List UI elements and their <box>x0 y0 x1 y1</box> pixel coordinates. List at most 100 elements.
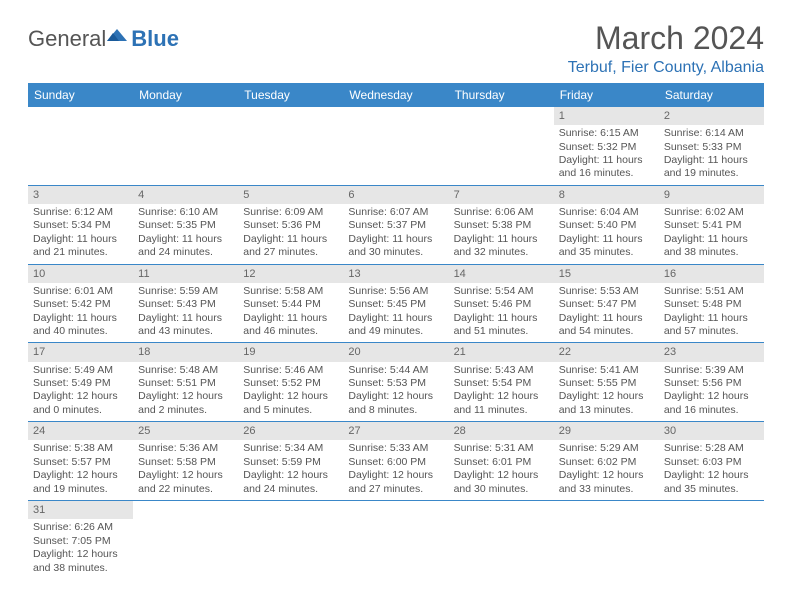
day-content: Sunrise: 5:44 AMSunset: 5:53 PMDaylight:… <box>343 362 448 422</box>
day-cell: 23Sunrise: 5:39 AMSunset: 5:56 PMDayligh… <box>659 343 764 421</box>
week-row: 17Sunrise: 5:49 AMSunset: 5:49 PMDayligh… <box>28 343 764 422</box>
day-cell: 13Sunrise: 5:56 AMSunset: 5:45 PMDayligh… <box>343 265 448 343</box>
day-content: Sunrise: 5:43 AMSunset: 5:54 PMDaylight:… <box>449 362 554 422</box>
sunset-line: Sunset: 5:47 PM <box>559 298 654 311</box>
day-number: 5 <box>238 186 343 204</box>
sunset-line: Sunset: 5:51 PM <box>138 377 233 390</box>
logo: General Blue <box>28 26 179 52</box>
sunrise-line: Sunrise: 5:56 AM <box>348 285 443 298</box>
day-content: Sunrise: 5:31 AMSunset: 6:01 PMDaylight:… <box>449 440 554 500</box>
week-row: 3Sunrise: 6:12 AMSunset: 5:34 PMDaylight… <box>28 186 764 265</box>
day-cell: 22 Sunrise: 5:41 AMSunset: 5:55 PMDayligh… <box>554 343 659 421</box>
sunrise-line: Sunrise: 6:07 AM <box>348 206 443 219</box>
sunrise-line: Sunrise: 6:26 AM <box>33 521 128 534</box>
day-number: 6 <box>343 186 448 204</box>
daylight-line: Daylight: 11 hours and 49 minutes. <box>348 312 443 339</box>
day-content: Sunrise: 6:04 AMSunset: 5:40 PMDaylight:… <box>554 204 659 264</box>
day-number: 20 <box>343 343 448 361</box>
day-cell: 16Sunrise: 5:51 AMSunset: 5:48 PMDayligh… <box>659 265 764 343</box>
sunrise-line: Sunrise: 5:41 AM <box>559 364 654 377</box>
sunrise-line: Sunrise: 5:38 AM <box>33 442 128 455</box>
sunset-line: Sunset: 5:55 PM <box>559 377 654 390</box>
day-number: 25 <box>133 422 238 440</box>
sunrise-line: Sunrise: 5:51 AM <box>664 285 759 298</box>
day-content: Sunrise: 6:06 AMSunset: 5:38 PMDaylight:… <box>449 204 554 264</box>
day-content: Sunrise: 5:49 AMSunset: 5:49 PMDaylight:… <box>28 362 133 422</box>
day-cell: 3Sunrise: 6:12 AMSunset: 5:34 PMDaylight… <box>28 186 133 264</box>
empty-cell <box>659 501 764 579</box>
sunrise-line: Sunrise: 5:49 AM <box>33 364 128 377</box>
day-cell: 14Sunrise: 5:54 AMSunset: 5:46 PMDayligh… <box>449 265 554 343</box>
sunrise-line: Sunrise: 5:48 AM <box>138 364 233 377</box>
sunrise-line: Sunrise: 6:02 AM <box>664 206 759 219</box>
sunset-line: Sunset: 5:49 PM <box>33 377 128 390</box>
sunrise-line: Sunrise: 5:31 AM <box>454 442 549 455</box>
day-number: 18 <box>133 343 238 361</box>
daylight-line: Daylight: 11 hours and 24 minutes. <box>138 233 233 260</box>
daylight-line: Daylight: 11 hours and 40 minutes. <box>33 312 128 339</box>
day-cell: 17Sunrise: 5:49 AMSunset: 5:49 PMDayligh… <box>28 343 133 421</box>
sunset-line: Sunset: 5:33 PM <box>664 141 759 154</box>
daylight-line: Daylight: 12 hours and 5 minutes. <box>243 390 338 417</box>
day-cell: 28Sunrise: 5:31 AMSunset: 6:01 PMDayligh… <box>449 422 554 500</box>
sunrise-line: Sunrise: 5:59 AM <box>138 285 233 298</box>
daylight-line: Daylight: 12 hours and 22 minutes. <box>138 469 233 496</box>
dow-cell: Thursday <box>449 83 554 107</box>
sunrise-line: Sunrise: 5:44 AM <box>348 364 443 377</box>
sunset-line: Sunset: 5:37 PM <box>348 219 443 232</box>
sunrise-line: Sunrise: 6:01 AM <box>33 285 128 298</box>
dow-cell: Monday <box>133 83 238 107</box>
empty-cell <box>554 501 659 579</box>
daylight-line: Daylight: 11 hours and 54 minutes. <box>559 312 654 339</box>
sunset-line: Sunset: 5:35 PM <box>138 219 233 232</box>
day-cell: 29Sunrise: 5:29 AMSunset: 6:02 PMDayligh… <box>554 422 659 500</box>
day-content: Sunrise: 5:28 AMSunset: 6:03 PMDaylight:… <box>659 440 764 500</box>
sunset-line: Sunset: 6:00 PM <box>348 456 443 469</box>
title-block: March 2024 Terbuf, Fier County, Albania <box>568 20 764 77</box>
empty-cell <box>343 107 448 185</box>
day-number: 26 <box>238 422 343 440</box>
day-number: 22 <box>554 343 659 361</box>
day-number: 30 <box>659 422 764 440</box>
sunrise-line: Sunrise: 5:46 AM <box>243 364 338 377</box>
day-number: 8 <box>554 186 659 204</box>
dow-cell: Wednesday <box>343 83 448 107</box>
day-content: Sunrise: 6:09 AMSunset: 5:36 PMDaylight:… <box>238 204 343 264</box>
day-number: 31 <box>28 501 133 519</box>
day-number: 7 <box>449 186 554 204</box>
day-number: 13 <box>343 265 448 283</box>
sunset-line: Sunset: 5:46 PM <box>454 298 549 311</box>
sunset-line: Sunset: 5:48 PM <box>664 298 759 311</box>
logo-flag-icon <box>105 23 129 43</box>
day-content: Sunrise: 5:46 AMSunset: 5:52 PMDaylight:… <box>238 362 343 422</box>
week-row: 1Sunrise: 6:15 AMSunset: 5:32 PMDaylight… <box>28 107 764 186</box>
sunset-line: Sunset: 5:54 PM <box>454 377 549 390</box>
daylight-line: Daylight: 12 hours and 16 minutes. <box>664 390 759 417</box>
day-cell: 7Sunrise: 6:06 AMSunset: 5:38 PMDaylight… <box>449 186 554 264</box>
sunrise-line: Sunrise: 5:36 AM <box>138 442 233 455</box>
empty-cell <box>343 501 448 579</box>
logo-text-blue: Blue <box>131 26 179 52</box>
day-cell: 31Sunrise: 6:26 AMSunset: 7:05 PMDayligh… <box>28 501 133 579</box>
sunset-line: Sunset: 5:59 PM <box>243 456 338 469</box>
day-content: Sunrise: 5:59 AMSunset: 5:43 PMDaylight:… <box>133 283 238 343</box>
sunset-line: Sunset: 5:41 PM <box>664 219 759 232</box>
daylight-line: Daylight: 12 hours and 38 minutes. <box>33 548 128 575</box>
day-cell: 15Sunrise: 5:53 AMSunset: 5:47 PMDayligh… <box>554 265 659 343</box>
empty-cell <box>449 501 554 579</box>
sunrise-line: Sunrise: 6:15 AM <box>559 127 654 140</box>
day-content: Sunrise: 5:58 AMSunset: 5:44 PMDaylight:… <box>238 283 343 343</box>
day-number: 12 <box>238 265 343 283</box>
day-number: 17 <box>28 343 133 361</box>
empty-cell <box>449 107 554 185</box>
daylight-line: Daylight: 11 hours and 57 minutes. <box>664 312 759 339</box>
sunset-line: Sunset: 5:42 PM <box>33 298 128 311</box>
day-cell: 18Sunrise: 5:48 AMSunset: 5:51 PMDayligh… <box>133 343 238 421</box>
daylight-line: Daylight: 12 hours and 13 minutes. <box>559 390 654 417</box>
sunrise-line: Sunrise: 6:04 AM <box>559 206 654 219</box>
daylight-line: Daylight: 11 hours and 16 minutes. <box>559 154 654 181</box>
day-content: Sunrise: 6:02 AMSunset: 5:41 PMDaylight:… <box>659 204 764 264</box>
day-cell: 5Sunrise: 6:09 AMSunset: 5:36 PMDaylight… <box>238 186 343 264</box>
day-number: 15 <box>554 265 659 283</box>
sunset-line: Sunset: 5:44 PM <box>243 298 338 311</box>
